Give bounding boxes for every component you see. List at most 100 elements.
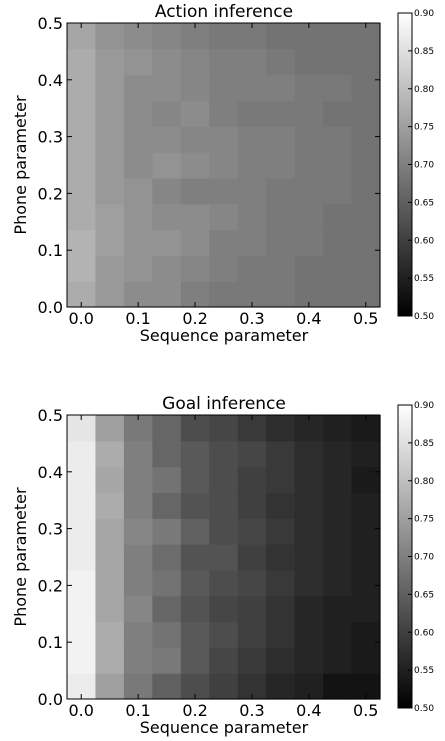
heatmap-cell [67,595,97,623]
heatmap-cell [67,74,97,102]
heatmap-cell [323,48,353,76]
heatmap-cell [152,440,182,468]
colorbar-tick-label: 0.60 [414,628,434,638]
heatmap-cell [323,440,353,468]
x-axis-label: Sequence parameter [140,326,309,345]
heatmap-cell [180,647,210,674]
heatmap-cell [237,152,267,179]
heatmap-cell [123,569,153,597]
colorbar-tick-label: 0.55 [414,666,434,676]
heatmap-cell [323,621,353,648]
heatmap-cell [123,126,153,153]
x-tick-label: 0.2 [182,309,207,328]
heatmap-cell [266,255,296,282]
heatmap-cell [351,126,381,153]
colorbar-tick-label: 0.65 [414,198,434,208]
heatmap-cell [95,569,125,597]
heatmap-cell [294,152,324,179]
heatmap-cell [294,48,324,76]
heatmap-cell [237,647,267,674]
x-tick-label: 0.1 [125,309,150,328]
heatmap-cell [209,281,239,308]
heatmap-cell [237,466,267,494]
heatmap-cell [152,126,182,153]
heatmap-cell [294,466,324,494]
colorbar-tick-label: 0.75 [414,123,434,133]
colorbar-tick-label: 0.70 [414,553,434,563]
heatmap-cell [266,48,296,76]
heatmap-cell [266,673,296,700]
colorbar-tick-label: 0.50 [414,704,434,714]
heatmap-cell [323,177,353,205]
heatmap-cell [266,23,296,50]
heatmap-cell [237,48,267,76]
heatmap-cell [351,229,381,256]
plot-frame [66,22,381,308]
heatmap-cell [180,466,210,494]
heatmap-cell [294,440,324,468]
heatmap-cell [209,595,239,623]
heatmap-cell [323,673,353,700]
heatmap-cell [294,569,324,597]
x-tick-label: 0.4 [296,309,321,328]
heatmap-cell [152,518,182,545]
heatmap-cell [67,569,97,597]
heatmap-cell [351,544,381,571]
heatmap-cell [209,177,239,205]
heatmap-cell [294,518,324,545]
heatmap-cell [95,229,125,256]
heatmap-cell [351,100,381,127]
heatmap-cell [351,255,381,282]
heatmap-cell [180,48,210,76]
heatmap-cell [152,255,182,282]
heatmap-cell [351,492,381,519]
heatmap-cell [351,48,381,76]
heatmap-cell [209,48,239,76]
heatmap-cell [123,100,153,127]
heatmap-cell [323,74,353,102]
heatmap-cell [237,177,267,205]
y-tick-label: 0.4 [38,71,63,90]
heatmap-cell [95,440,125,468]
heatmap-cell [95,100,125,127]
heatmap-cell [351,595,381,623]
heatmap-cell [323,647,353,674]
x-tick-label: 0.1 [125,701,150,720]
heatmap-cell [323,152,353,179]
heatmap-cell [180,569,210,597]
heatmap-cell [323,100,353,127]
heatmap-cell [351,152,381,179]
heatmap-cell [152,74,182,102]
heatmap-cell [323,492,353,519]
heatmap-cell [123,229,153,256]
heatmap-cell [180,518,210,545]
heatmap-cell [152,647,182,674]
heatmap-cell [351,440,381,468]
heatmap-cell [123,544,153,571]
heatmap-cell [351,647,381,674]
heatmap-cell [237,203,267,231]
heatmap-cell [67,229,97,256]
heatmap-cell [351,569,381,597]
x-tick-label: 0.0 [69,309,94,328]
heatmap-cell [266,569,296,597]
heatmap-cell [209,229,239,256]
heatmap-cell [294,126,324,153]
heatmap-cell [266,466,296,494]
colorbar-tick-label: 0.80 [414,85,434,95]
heatmap-cell [67,466,97,494]
heatmap-cell [152,23,182,50]
heatmap-cell [123,621,153,648]
heatmap-cell [323,229,353,256]
heatmap-cell [95,177,125,205]
heatmap-cell [266,647,296,674]
colorbar-ticks: 0.90 0.85 0.80 0.75 0.70 0.65 0.60 0.55 0.50 [408,9,434,322]
heatmap-cell [294,203,324,231]
heatmap-cell [180,544,210,571]
heatmap-cell [152,100,182,127]
heatmap-cell [237,492,267,519]
x-tick-label: 0.3 [239,309,264,328]
heatmap-cell [152,48,182,76]
y-tick-label: 0.4 [38,463,63,482]
